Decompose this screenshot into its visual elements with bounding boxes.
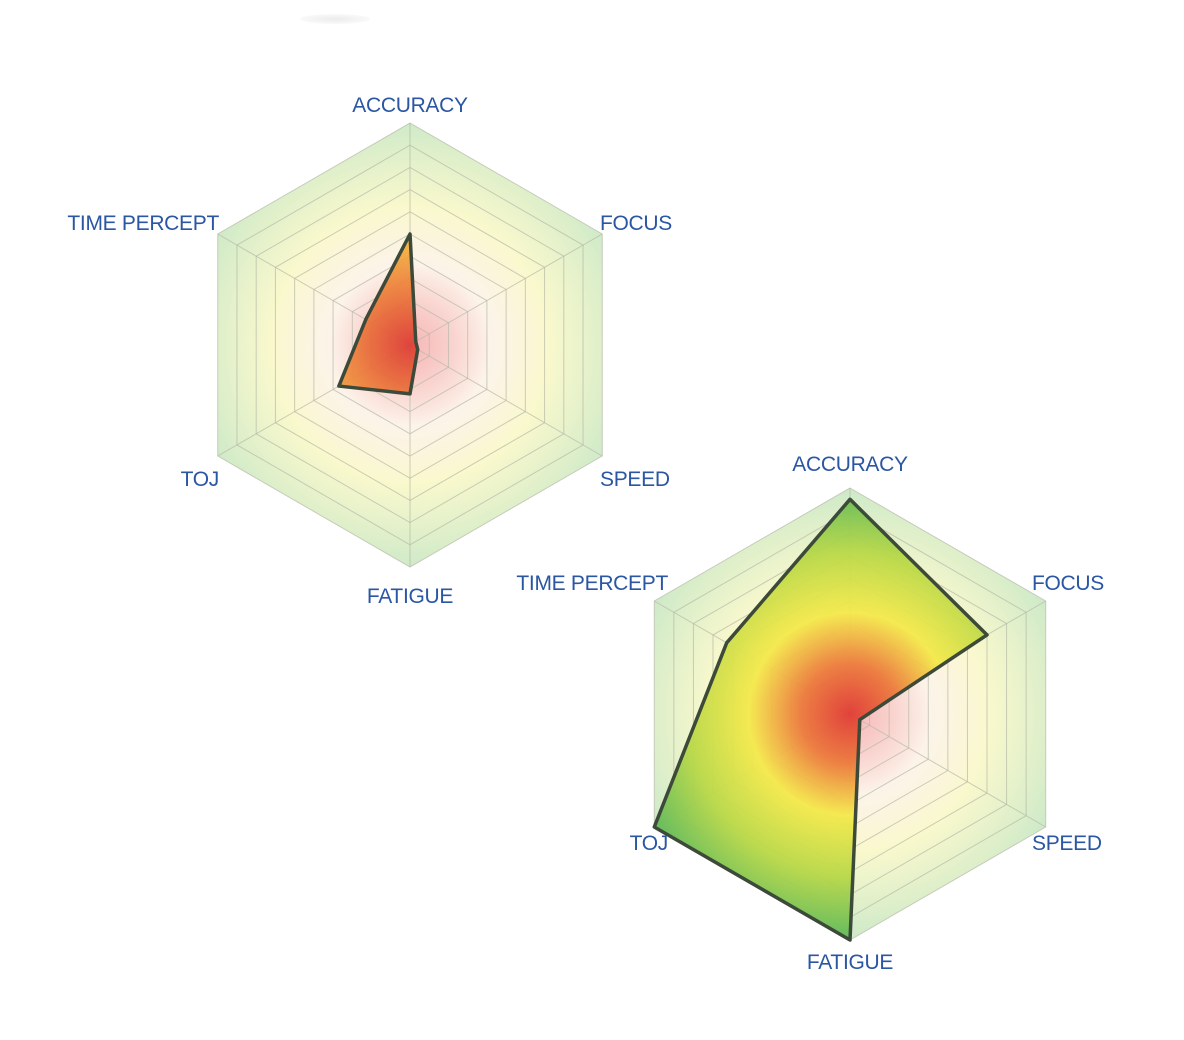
radar-chart-2: ACCURACY FOCUS SPEED FATIGUE TOJ TIME PE… — [516, 453, 1104, 974]
radar-1-series-area — [337, 232, 420, 396]
radar-1-spoke-focus — [409, 233, 603, 346]
radar-1-label-speed: SPEED — [600, 468, 670, 491]
radar-2-label-fatigue: FATIGUE — [807, 951, 893, 974]
radar-1-label-time-percept: TIME PERCEPT — [67, 212, 219, 235]
radar-2-label-speed: SPEED — [1032, 832, 1102, 855]
radar-1-label-focus: FOCUS — [600, 212, 672, 235]
radar-2-label-focus: FOCUS — [1032, 572, 1104, 595]
radar-1-spoke-speed — [409, 344, 603, 457]
radar-2-series-area — [652, 497, 989, 942]
radar-1-label-accuracy: ACCURACY — [352, 94, 468, 117]
radar-1-label-fatigue: FATIGUE — [367, 585, 453, 608]
radar-2-label-toj: TOJ — [630, 832, 668, 855]
radar-2-label-accuracy: ACCURACY — [792, 453, 908, 476]
radar-chart-1: ACCURACY FOCUS SPEED FATIGUE TOJ TIME PE… — [67, 94, 672, 608]
top-smudge — [300, 14, 370, 24]
radar-1-label-toj: TOJ — [181, 468, 219, 491]
radar-2-label-time-percept: TIME PERCEPT — [516, 572, 668, 595]
radar-2-spoke-speed — [849, 713, 1046, 828]
